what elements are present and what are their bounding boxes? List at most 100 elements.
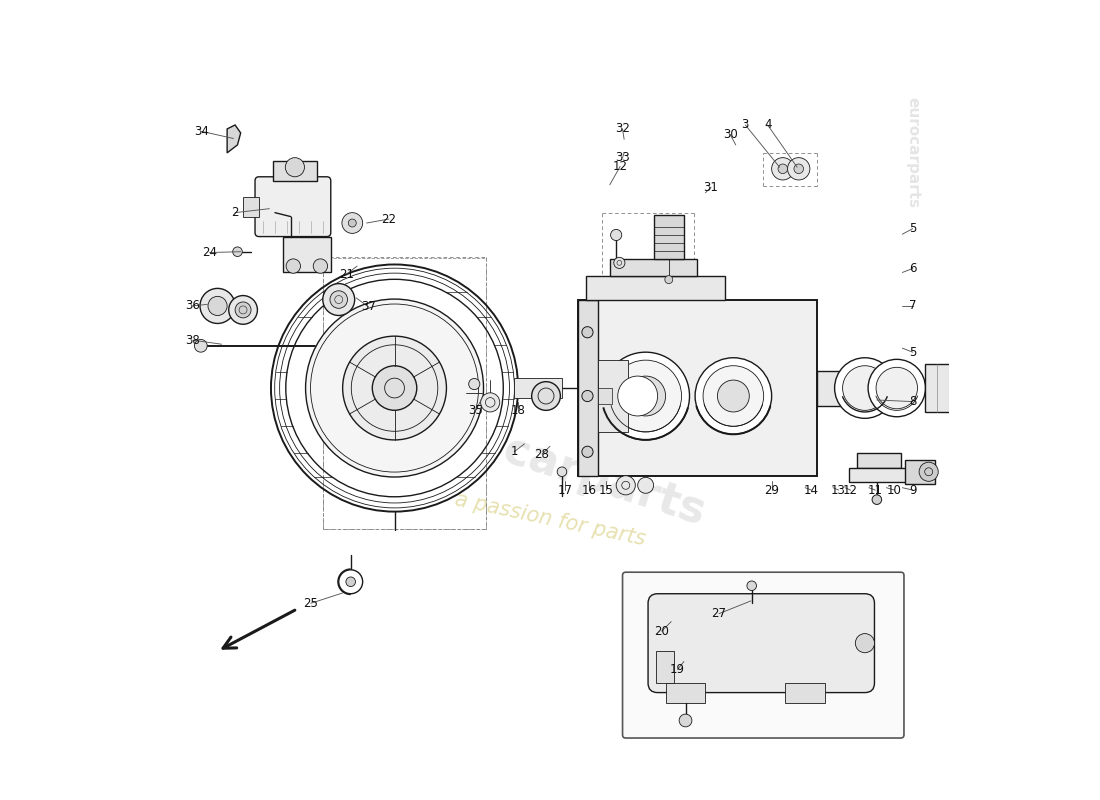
Text: 18: 18: [510, 404, 526, 417]
Bar: [586, 277, 725, 300]
Circle shape: [339, 570, 363, 594]
Text: 15: 15: [598, 483, 613, 497]
Bar: [597, 360, 628, 432]
Circle shape: [989, 364, 1036, 412]
Text: 19: 19: [670, 663, 685, 676]
Bar: [609, 259, 697, 277]
Circle shape: [285, 158, 305, 177]
Text: 34: 34: [195, 125, 209, 138]
Circle shape: [271, 265, 518, 512]
Circle shape: [208, 296, 227, 315]
Bar: [785, 683, 825, 703]
Bar: [578, 300, 597, 476]
Text: 7: 7: [909, 299, 916, 313]
Text: 2: 2: [231, 206, 239, 219]
Circle shape: [664, 276, 673, 284]
Bar: [666, 683, 705, 703]
Circle shape: [322, 284, 354, 315]
Bar: [653, 215, 684, 259]
Circle shape: [794, 164, 803, 174]
Circle shape: [602, 352, 690, 440]
Circle shape: [582, 326, 593, 338]
Circle shape: [695, 358, 771, 434]
Circle shape: [618, 376, 658, 416]
Circle shape: [235, 302, 251, 318]
Text: 12: 12: [843, 483, 858, 497]
Bar: [989, 370, 1012, 406]
Text: 17: 17: [558, 483, 573, 497]
Bar: [817, 370, 857, 406]
Circle shape: [778, 164, 788, 174]
Text: 28: 28: [535, 448, 550, 461]
Circle shape: [330, 290, 348, 308]
Circle shape: [200, 288, 235, 323]
Circle shape: [679, 714, 692, 727]
Text: 21: 21: [339, 267, 354, 281]
Bar: [905, 460, 935, 484]
Text: 6: 6: [909, 262, 916, 275]
Text: 25: 25: [304, 597, 318, 610]
Circle shape: [229, 295, 257, 324]
Bar: [514, 378, 562, 398]
Circle shape: [582, 446, 593, 458]
Circle shape: [920, 462, 938, 482]
Text: 10: 10: [887, 483, 902, 497]
Circle shape: [481, 393, 499, 412]
Text: 37: 37: [361, 300, 376, 314]
Circle shape: [306, 299, 484, 477]
Circle shape: [835, 358, 895, 418]
Text: 12: 12: [613, 160, 628, 173]
Circle shape: [195, 339, 207, 352]
Text: 8: 8: [909, 395, 916, 408]
Circle shape: [531, 382, 560, 410]
Text: 33: 33: [615, 151, 630, 164]
Circle shape: [469, 378, 480, 390]
Bar: [322, 258, 486, 529]
Text: 16: 16: [582, 483, 596, 497]
Bar: [925, 364, 989, 412]
Bar: [857, 454, 901, 468]
Circle shape: [349, 219, 356, 227]
Text: 36: 36: [186, 299, 200, 313]
Bar: [274, 161, 317, 181]
Circle shape: [616, 476, 636, 495]
PathPatch shape: [227, 125, 241, 153]
Text: 22: 22: [382, 213, 396, 226]
Circle shape: [856, 634, 875, 653]
Circle shape: [872, 495, 881, 505]
Circle shape: [558, 467, 566, 477]
Text: 20: 20: [654, 625, 669, 638]
Text: 24: 24: [202, 246, 217, 259]
Text: 5: 5: [909, 346, 916, 358]
Circle shape: [582, 390, 593, 402]
FancyBboxPatch shape: [648, 594, 874, 693]
FancyBboxPatch shape: [623, 572, 904, 738]
Circle shape: [717, 380, 749, 412]
Bar: [243, 197, 258, 217]
Bar: [597, 388, 613, 404]
Circle shape: [843, 366, 888, 410]
Circle shape: [868, 359, 925, 417]
Bar: [849, 468, 909, 482]
Text: 14: 14: [804, 483, 820, 497]
Circle shape: [771, 158, 794, 180]
Text: 11: 11: [868, 483, 883, 497]
Text: 35: 35: [469, 404, 483, 417]
Circle shape: [345, 577, 355, 586]
Circle shape: [610, 230, 621, 241]
Text: 38: 38: [186, 334, 200, 346]
Bar: [656, 651, 673, 683]
Circle shape: [286, 259, 300, 274]
Text: 5: 5: [909, 222, 916, 235]
Bar: [283, 237, 331, 273]
Text: 30: 30: [723, 128, 737, 141]
Circle shape: [638, 478, 653, 494]
Text: 4: 4: [763, 118, 771, 131]
Text: 32: 32: [615, 122, 630, 135]
Circle shape: [626, 376, 666, 416]
Text: 3: 3: [741, 118, 749, 131]
Text: 1: 1: [510, 446, 518, 458]
Circle shape: [609, 360, 682, 432]
Circle shape: [747, 581, 757, 590]
Bar: [578, 300, 817, 476]
